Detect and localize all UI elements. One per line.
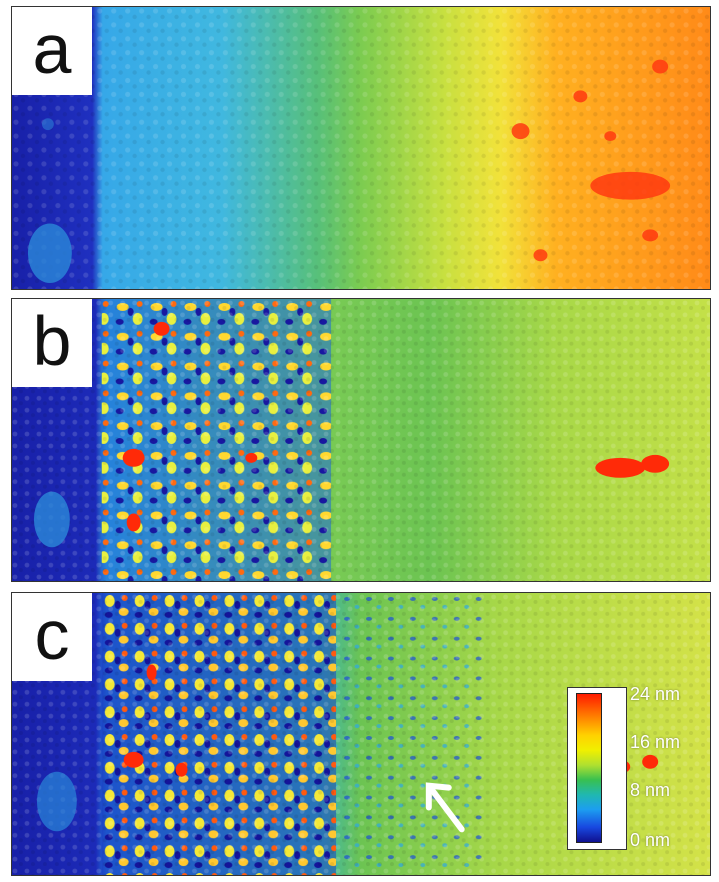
- colorbar-tick: [616, 791, 625, 793]
- height-map-b: [12, 299, 710, 581]
- colorbar-gradient: [576, 693, 602, 843]
- colorbar-tick: [616, 695, 625, 697]
- panel-label-b: b: [12, 299, 92, 387]
- colorbar-label-0: 0 nm: [630, 830, 671, 850]
- panel-c: c 24 nm 16 nm 8 nm 0 nm: [11, 592, 711, 876]
- panel-label-a: a: [12, 7, 92, 95]
- arrow-annotation: [425, 782, 465, 833]
- colorbar-label-24: 24 nm: [630, 684, 681, 704]
- colorbar-label-16: 16 nm: [630, 732, 681, 752]
- colorbar: [567, 687, 627, 850]
- colorbar-tick: [616, 841, 625, 843]
- panel-label-c: c: [12, 593, 92, 681]
- colorbar-tick: [616, 743, 625, 745]
- panel-b: b: [11, 298, 711, 582]
- panel-a: a: [11, 6, 711, 290]
- colorbar-label-8: 8 nm: [630, 780, 671, 800]
- height-map-a: [12, 7, 710, 289]
